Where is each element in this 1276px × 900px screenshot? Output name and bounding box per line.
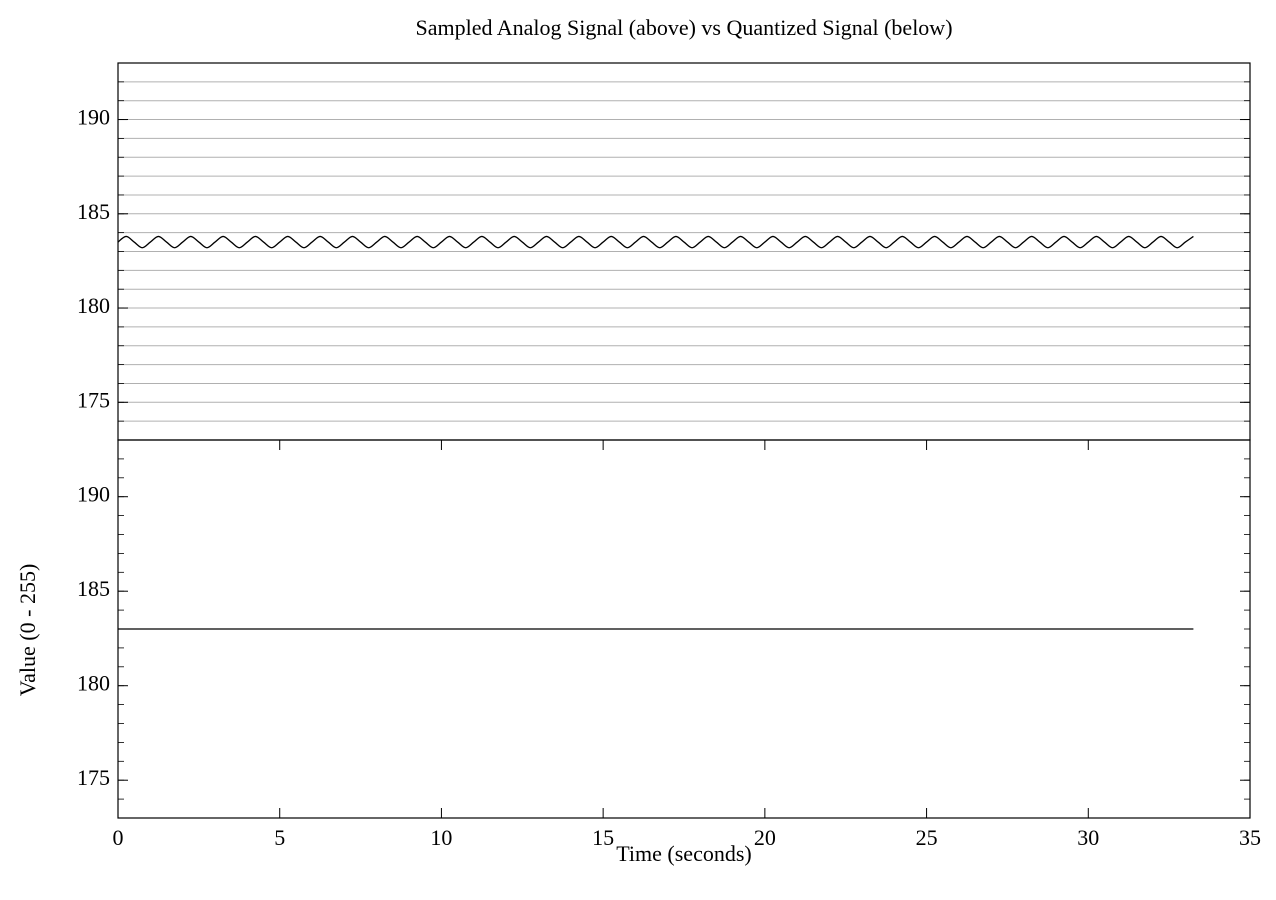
y-tick-label: 180 bbox=[77, 671, 110, 696]
y-tick-label: 175 bbox=[77, 387, 110, 412]
plot-frame bbox=[117, 439, 1251, 819]
x-tick-label: 25 bbox=[916, 825, 938, 850]
x-tick-label: 35 bbox=[1239, 825, 1261, 850]
x-tick-label: 10 bbox=[430, 825, 452, 850]
y-tick-label: 185 bbox=[77, 576, 110, 601]
x-tick-label: 5 bbox=[274, 825, 285, 850]
signal-line bbox=[117, 235, 1194, 249]
x-axis-label: Time (seconds) bbox=[616, 841, 751, 866]
y-tick-label: 190 bbox=[77, 105, 110, 130]
y-tick-label: 190 bbox=[77, 482, 110, 507]
y-tick-label: 180 bbox=[77, 293, 110, 318]
y-tick-label: 175 bbox=[77, 765, 110, 790]
x-tick-label: 0 bbox=[113, 825, 124, 850]
x-tick-label: 20 bbox=[754, 825, 776, 850]
y-tick-label: 185 bbox=[77, 199, 110, 224]
chart-title: Sampled Analog Signal (above) vs Quantiz… bbox=[415, 15, 952, 40]
x-tick-label: 30 bbox=[1077, 825, 1099, 850]
x-tick-label: 15 bbox=[592, 825, 614, 850]
y-axis-label: Value (0 - 255) bbox=[15, 564, 40, 697]
